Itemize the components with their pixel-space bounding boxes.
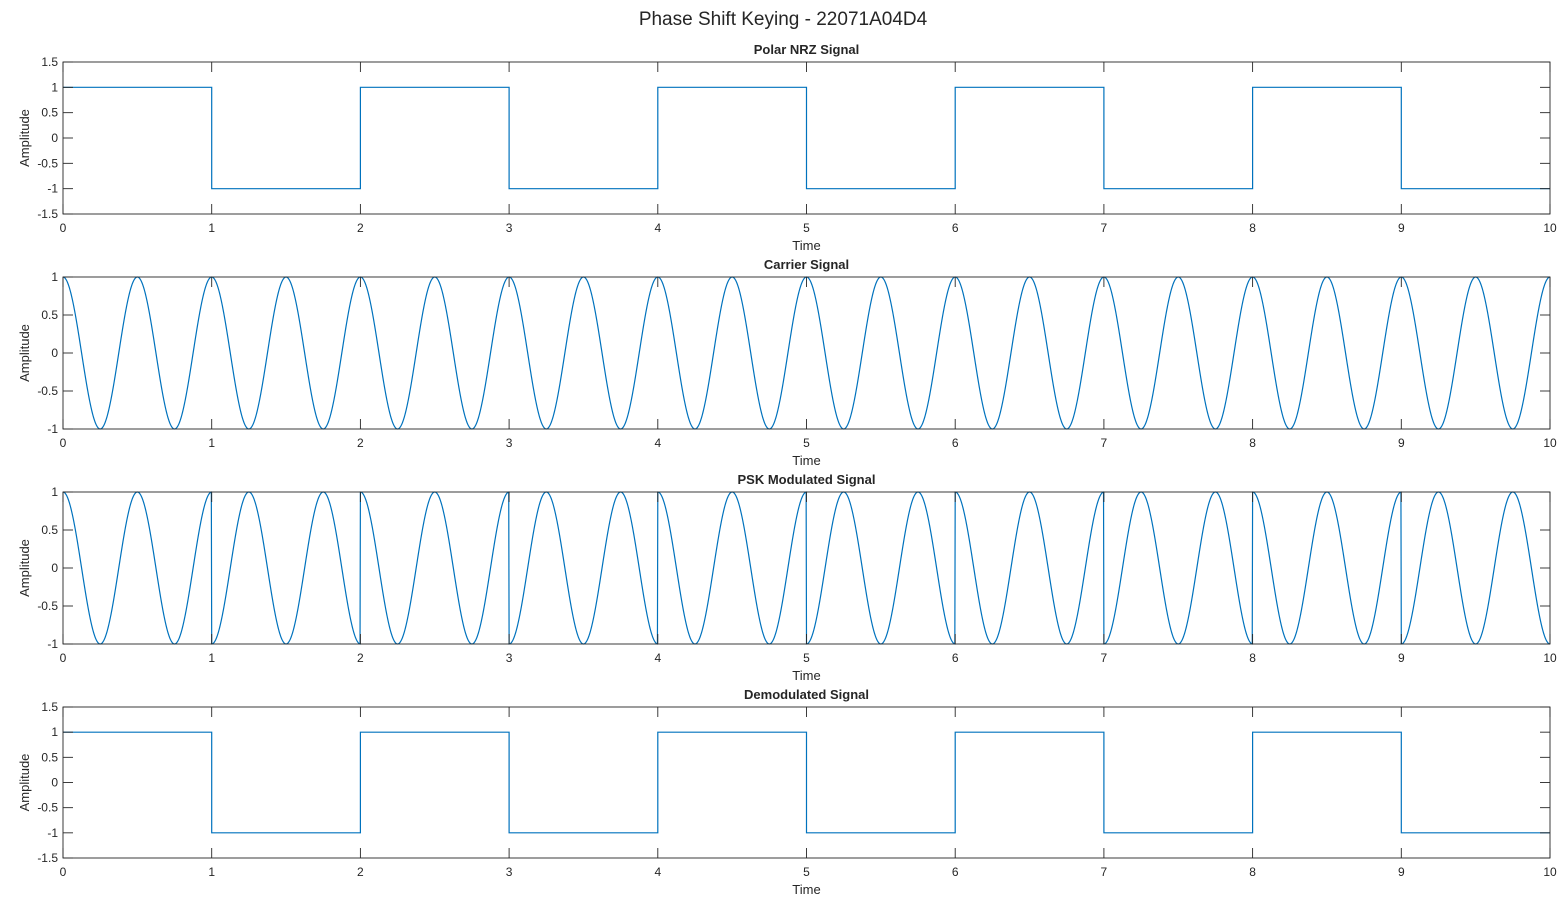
chart2-axes-box (62, 276, 1551, 430)
chart4-ytick-label: -1 (47, 826, 58, 840)
chart4-ytick-label: 1 (51, 725, 58, 739)
chart2-xtick-label: 3 (506, 436, 513, 450)
chart1-xtick-label: 4 (654, 221, 661, 235)
chart2-ytick-label: 0 (51, 346, 58, 360)
chart4-title: Demodulated Signal (744, 687, 869, 702)
chart1-ytick-label: 0 (51, 131, 58, 145)
chart2-xtick-label: 7 (1101, 436, 1108, 450)
chart1-xtick-label: 9 (1398, 221, 1405, 235)
chart2-xtick-label: 4 (654, 436, 661, 450)
chart2-xlabel: Time (792, 453, 820, 468)
chart2-xtick-label: 9 (1398, 436, 1405, 450)
chart1-xtick-label: 7 (1101, 221, 1108, 235)
chart4-xtick-label: 0 (60, 865, 67, 879)
chart2-ytick-label: -1 (47, 422, 58, 436)
chart1-ytick-label: 1 (51, 80, 58, 94)
chart4-xtick-label: 4 (654, 865, 661, 879)
chart1-ytick-label: -1.5 (37, 207, 58, 221)
chart1-xtick-label: 0 (60, 221, 67, 235)
chart4-xtick-label: 5 (803, 865, 810, 879)
chart4-xtick-label: 8 (1249, 865, 1256, 879)
chart3-xtick-label: 9 (1398, 651, 1405, 665)
chart3-ytick-label: -1 (47, 637, 58, 651)
chart4-signal-line (63, 731, 1550, 834)
chart3-xtick-label: 5 (803, 651, 810, 665)
chart3-ytick-label: 0 (51, 561, 58, 575)
chart1-signal-line (63, 86, 1550, 190)
chart1-xlabel: Time (792, 238, 820, 253)
chart3-ytick-label: 0.5 (41, 523, 58, 537)
chart2-xtick-label: 6 (952, 436, 959, 450)
chart4-ytick-label: -1.5 (37, 851, 58, 865)
chart4-xtick-label: 10 (1543, 865, 1557, 879)
chart4-xtick-label: 2 (357, 865, 364, 879)
chart3-xtick-label: 10 (1543, 651, 1557, 665)
chart4-xtick-label: 3 (506, 865, 513, 879)
chart3-xtick-label: 4 (654, 651, 661, 665)
chart3-axes: 0 1 2 3 4 5 6 7 8 9 10 1 0.5 0 -0.5 -1 PSK Modulated Sig… (17, 472, 1557, 683)
chart1-title: Polar NRZ Signal (754, 42, 859, 57)
figure-title: Phase Shift Keying - 22071A04D4 (638, 9, 928, 30)
chart3-xtick-label: 1 (208, 651, 215, 665)
chart3-xtick-label: 6 (952, 651, 959, 665)
chart2-xtick-label: 1 (208, 436, 215, 450)
chart2-ytick-label: 1 (51, 270, 58, 284)
chart4-xtick-label: 6 (952, 865, 959, 879)
chart3-xtick-label: 3 (506, 651, 513, 665)
chart1-xtick-label: 3 (506, 221, 513, 235)
chart1-ytick-label: -0.5 (37, 156, 58, 170)
chart1-xtick-label: 6 (952, 221, 959, 235)
chart1-xtick-label: 1 (208, 221, 215, 235)
chart2-title: Carrier Signal (764, 257, 849, 272)
chart2-xtick-label: 10 (1543, 436, 1557, 450)
chart3-xtick-label: 0 (60, 651, 67, 665)
chart1-xtick-label: 10 (1543, 221, 1557, 235)
chart1-ytick-label: 0.5 (41, 106, 58, 120)
chart1-xtick-label: 8 (1249, 221, 1256, 235)
chart1-ytick-label: 1.5 (41, 55, 58, 69)
chart1-xtick-label: 5 (803, 221, 810, 235)
chart2-axes: 0 1 2 3 4 5 6 7 8 9 10 1 0.5 0 -0.5 -1 Carrier Signal Tim… (17, 257, 1557, 468)
chart1-ylabel: Amplitude (17, 109, 32, 167)
chart3-ytick-label: -0.5 (37, 599, 58, 613)
chart4-ytick-label: 0.5 (41, 750, 58, 764)
chart3-xtick-label: 8 (1249, 651, 1256, 665)
chart4-xtick-label: 1 (208, 865, 215, 879)
chart4-xtick-label: 7 (1101, 865, 1108, 879)
chart3-title: PSK Modulated Signal (738, 472, 876, 487)
chart1-axes: 0 1 2 3 4 5 6 7 8 9 10 1.5 1 0.5 0 -0.5 -1 -1.5 Polar NRZ … (17, 42, 1557, 253)
chart4-ytick-label: 1.5 (41, 700, 58, 714)
chart3-ylabel: Amplitude (17, 539, 32, 597)
chart4-xlabel: Time (792, 882, 820, 897)
chart4-xtick-label: 9 (1398, 865, 1405, 879)
chart2-xtick-label: 2 (357, 436, 364, 450)
chart2-xtick-label: 0 (60, 436, 67, 450)
chart4-ytick-label: -0.5 (37, 801, 58, 815)
chart2-ylabel: Amplitude (17, 324, 32, 382)
chart1-ytick-label: -1 (47, 182, 58, 196)
chart3-ytick-label: 1 (51, 485, 58, 499)
chart4-ytick-label: 0 (51, 776, 58, 790)
chart4-axes: 0 1 2 3 4 5 6 7 8 9 10 1.5 1 0.5 0 -0.5 -1 -1.5 Demodulate… (17, 687, 1557, 897)
chart3-xlabel: Time (792, 668, 820, 683)
chart1-xtick-label: 2 (357, 221, 364, 235)
chart3-xtick-label: 7 (1101, 651, 1108, 665)
chart2-xtick-label: 5 (803, 436, 810, 450)
chart2-ytick-label: -0.5 (37, 384, 58, 398)
chart3-signal-line (62, 491, 1551, 645)
chart2-signal-line (62, 276, 1551, 430)
chart3-xtick-label: 2 (357, 651, 364, 665)
chart2-ytick-label: 0.5 (41, 308, 58, 322)
chart4-ylabel: Amplitude (17, 754, 32, 812)
chart2-xtick-label: 8 (1249, 436, 1256, 450)
